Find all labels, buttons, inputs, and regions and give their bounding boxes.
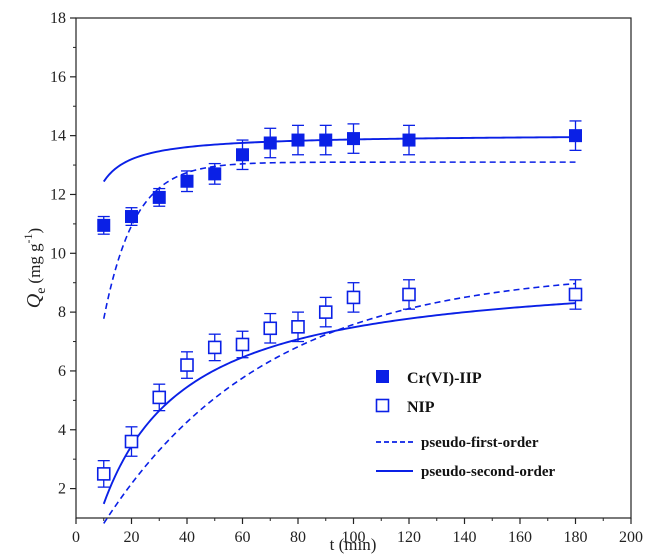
data-point-nip xyxy=(152,390,167,405)
legend-label-nip: NIP xyxy=(407,399,435,416)
y-tick-label: 12 xyxy=(50,186,66,203)
y-axis-title: Qe (mg g-1) xyxy=(21,228,49,308)
plot-frame xyxy=(75,17,632,519)
svg-text:Qe(mg g-1): Qe (mg g-1) xyxy=(21,228,49,308)
y-tick-label: 18 xyxy=(50,10,66,27)
x-tick-label: 40 xyxy=(179,529,195,546)
x-tick-label: 160 xyxy=(508,529,532,546)
y-axis-subscript: e xyxy=(34,288,49,294)
data-point-iip xyxy=(569,129,582,143)
fit-curve-pseudo-first-order-nip xyxy=(103,282,576,524)
x-tick-label: 20 xyxy=(124,529,140,546)
data-point-nip xyxy=(235,337,250,352)
data-point-iip xyxy=(236,148,249,162)
y-tick-label: 14 xyxy=(50,128,66,145)
legend-label-pfo: pseudo-first-order xyxy=(421,435,539,451)
data-point-iip xyxy=(97,218,111,232)
legend-symbol-iip xyxy=(376,370,389,383)
y-axis-close: ) xyxy=(25,228,44,234)
data-point-nip xyxy=(180,358,194,372)
x-tick-label: 180 xyxy=(564,529,588,546)
data-point-nip xyxy=(318,305,333,319)
y-axis-superscript: -1 xyxy=(21,233,35,243)
data-point-nip xyxy=(207,340,222,355)
data-point-iip xyxy=(180,174,194,188)
data-point-nip xyxy=(124,434,139,449)
data-point-nip xyxy=(568,287,583,302)
y-tick-label: 8 xyxy=(58,304,66,321)
x-tick-label: 120 xyxy=(397,529,421,546)
y-axis-unit: (mg g xyxy=(25,243,44,284)
data-point-nip xyxy=(346,290,361,305)
plot-area xyxy=(75,17,632,519)
data-point-iip xyxy=(263,136,277,150)
y-tick-label: 2 xyxy=(58,481,66,498)
y-tick-label: 10 xyxy=(50,245,66,262)
data-point-nip xyxy=(291,320,305,334)
x-tick-label: 80 xyxy=(290,529,306,546)
legend: Cr(VI)-IIP NIP pseudo-first-order pseudo… xyxy=(375,370,556,480)
data-point-nip xyxy=(96,467,111,481)
y-tick-label: 4 xyxy=(58,422,66,439)
data-point-iip xyxy=(152,190,166,204)
x-tick-label: 60 xyxy=(235,529,251,546)
data-point-iip xyxy=(208,167,222,181)
x-axis-title: t (min) xyxy=(330,535,377,554)
data-marks xyxy=(96,120,583,524)
axis-ticks: 0 20 40 60 80 100 120 140 160 180 200 2 4 6 8 10 12 14 16 1… xyxy=(50,10,643,546)
x-tick-label: 100 xyxy=(342,529,366,546)
data-point-nip xyxy=(402,287,416,302)
data-point-iip xyxy=(291,133,305,147)
legend-symbol-nip xyxy=(375,398,390,413)
x-tick-label: 140 xyxy=(453,529,477,546)
x-tick-label: 200 xyxy=(619,529,643,546)
legend-label-iip: Cr(VI)-IIP xyxy=(407,370,482,387)
data-point-iip xyxy=(319,133,333,147)
fit-curve-pseudo-second-order-nip xyxy=(102,302,576,505)
fit-curve-pseudo-second-order-iip xyxy=(102,136,576,183)
y-axis-symbol: Q xyxy=(23,293,45,308)
data-point-iip xyxy=(402,133,416,147)
fit-curve-pseudo-first-order-iip xyxy=(102,161,576,319)
y-tick-label: 6 xyxy=(58,363,66,380)
y-tick-label: 16 xyxy=(50,69,66,86)
data-point-iip xyxy=(125,210,138,224)
x-tick-label: 0 xyxy=(72,529,80,546)
data-point-iip xyxy=(347,132,360,146)
legend-label-pso: pseudo-second-order xyxy=(421,464,556,480)
data-point-nip xyxy=(263,321,278,336)
